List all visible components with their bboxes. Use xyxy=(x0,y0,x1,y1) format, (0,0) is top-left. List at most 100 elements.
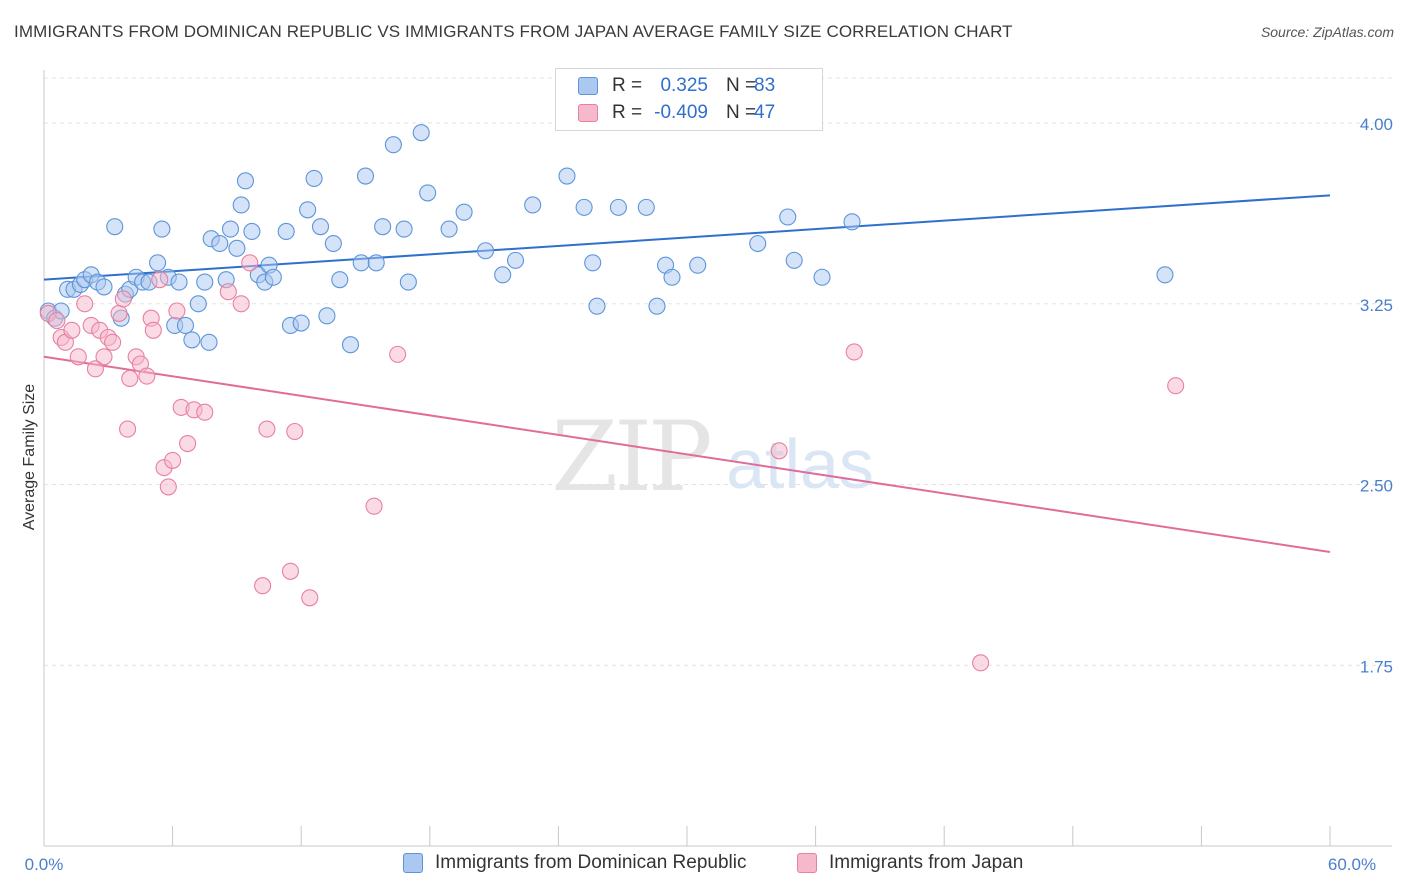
dominican-point xyxy=(785,251,803,269)
dominican-point xyxy=(318,307,336,325)
dominican-point xyxy=(609,198,627,216)
dominican-point xyxy=(299,201,317,219)
japan-point xyxy=(972,654,990,672)
legend-row-dominican: R = 0.325 N = 83 xyxy=(578,73,775,99)
legend-r-label: R = xyxy=(612,102,643,123)
bottom-legend-japan: Immigrants from Japan xyxy=(797,852,1023,874)
japan-point xyxy=(301,589,319,607)
dominican-point xyxy=(749,234,767,253)
legend-swatch-japan xyxy=(578,104,598,122)
stats-legend: R = 0.325 N = 83 R = -0.409 N = 47 xyxy=(555,68,823,131)
dominican-point xyxy=(476,242,495,260)
dominican-point xyxy=(558,167,576,185)
series-japan-points xyxy=(39,254,1185,672)
y-tick-label: 2.50 xyxy=(1360,477,1393,496)
watermark-zip: ZIP xyxy=(551,401,710,513)
dominican-point xyxy=(189,295,207,313)
dominican-point xyxy=(305,169,323,187)
dominican-point xyxy=(232,196,250,214)
japan-point xyxy=(159,478,177,496)
dominican-point xyxy=(277,222,295,241)
japan-point xyxy=(48,312,66,330)
dominican-point xyxy=(341,336,360,354)
dominican-point xyxy=(779,208,797,226)
y-tick-labels: 1.75 2.50 3.25 4.00 xyxy=(1360,115,1393,676)
japan-point xyxy=(286,422,304,441)
japan-point xyxy=(144,321,162,339)
dominican-point xyxy=(440,220,458,238)
dominican-point xyxy=(843,213,861,231)
dominican-point xyxy=(663,268,681,286)
dominican-point xyxy=(236,172,255,190)
dominican-point xyxy=(637,198,655,216)
dominican-point xyxy=(183,331,201,349)
x-tick-labels: 0.0% 60.0% xyxy=(25,855,1376,874)
legend-n-value: 83 xyxy=(754,75,776,96)
dominican-point xyxy=(324,234,342,253)
dominican-point xyxy=(95,278,113,296)
dominican-point xyxy=(176,316,195,335)
dominican-point xyxy=(228,239,246,257)
dominican-point xyxy=(243,222,261,241)
legend-swatch-dominican xyxy=(578,77,598,95)
japan-point xyxy=(69,348,87,366)
japan-point xyxy=(164,451,182,469)
dominican-point xyxy=(149,254,167,272)
bottom-legend-swatch-japan xyxy=(797,853,817,873)
japan-point xyxy=(104,333,122,351)
dominican-point xyxy=(221,220,240,238)
dominican-point xyxy=(264,268,282,286)
trend-lines xyxy=(43,194,1331,553)
legend-r-value: -0.409 xyxy=(654,102,708,123)
japan-point xyxy=(258,420,276,438)
japan-point xyxy=(770,442,788,460)
japan-point xyxy=(114,290,132,308)
legend-n-label: N = xyxy=(726,75,757,96)
dominican-point xyxy=(584,254,602,272)
japan-point xyxy=(281,562,300,580)
chart-title: IMMIGRANTS FROM DOMINICAN REPUBLIC VS IM… xyxy=(14,22,1013,41)
dominican-point xyxy=(506,251,525,269)
japan-point xyxy=(241,254,259,272)
dominican-point xyxy=(331,271,349,289)
japan-point xyxy=(232,295,250,313)
series-dominican-points xyxy=(39,124,1174,354)
dominican-point xyxy=(494,266,512,284)
bottom-legend-label: Immigrants from Dominican Republic xyxy=(435,852,747,873)
dominican-point xyxy=(367,254,385,272)
x-tick-label: 0.0% xyxy=(25,855,64,874)
dominican-point xyxy=(575,198,593,216)
dominican-point xyxy=(524,196,542,214)
legend-row-japan: R = -0.409 N = 47 xyxy=(578,100,775,126)
dominican-point xyxy=(1156,266,1174,284)
dominican-trend-line xyxy=(43,194,1331,281)
dominican-point xyxy=(200,333,218,351)
legend-r-value: 0.325 xyxy=(660,75,708,96)
dominican-point xyxy=(455,203,473,221)
watermark: ZIP atlas xyxy=(551,401,874,513)
dominican-point xyxy=(395,220,413,238)
japan-point xyxy=(389,345,407,363)
dominican-point xyxy=(153,220,171,238)
japan-point xyxy=(121,369,139,388)
legend-n-label: N = xyxy=(726,102,757,123)
axes xyxy=(43,70,1392,847)
japan-point xyxy=(196,403,214,421)
y-tick-label: 1.75 xyxy=(1360,657,1393,676)
dominican-point xyxy=(170,273,188,291)
dominican-point xyxy=(196,273,214,291)
dominican-point xyxy=(813,268,831,286)
japan-point xyxy=(845,343,863,361)
dominican-point xyxy=(211,234,229,253)
y-tick-label: 3.25 xyxy=(1360,296,1393,315)
japan-point xyxy=(254,577,272,595)
japan-point xyxy=(151,271,169,289)
dominican-point xyxy=(588,297,606,315)
grid-lines xyxy=(44,77,1392,666)
bottom-legend: Immigrants from Dominican Republic Immig… xyxy=(0,852,1406,878)
japan-point xyxy=(63,321,81,339)
japan-point xyxy=(95,348,113,366)
bottom-legend-label: Immigrants from Japan xyxy=(829,852,1024,873)
japan-point xyxy=(110,304,128,322)
